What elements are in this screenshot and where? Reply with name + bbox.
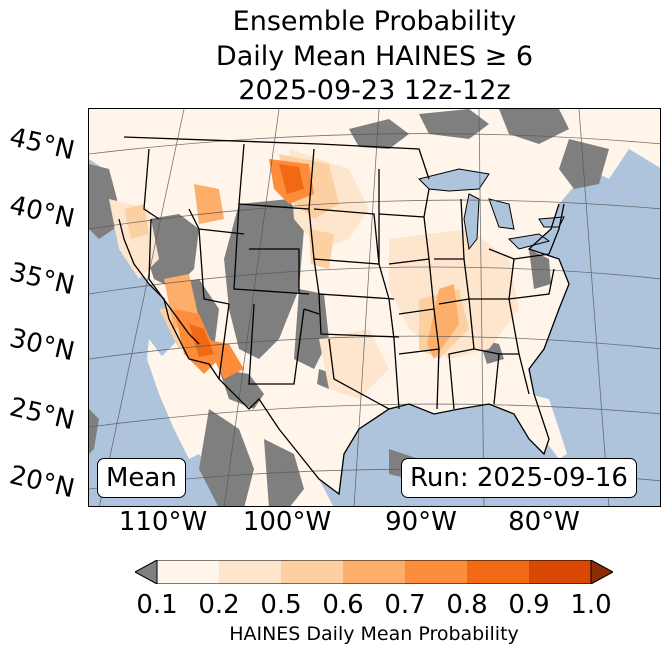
borders [118, 136, 570, 496]
colorbar-tick-3: 0.6 [322, 590, 364, 620]
graticule [89, 109, 660, 506]
lon-label-80: 80°W [508, 507, 580, 537]
great-lakes [418, 168, 565, 251]
colorbar-cell-2 [281, 560, 344, 584]
map-title-line-1: Ensemble Probability [232, 6, 517, 37]
colorbar [135, 560, 613, 584]
below-threshold-regions [89, 109, 609, 506]
colorbar-tick-6: 0.9 [508, 590, 550, 620]
colorbar-under-triangle [135, 560, 158, 584]
colorbar-tick-5: 0.8 [446, 590, 488, 620]
colorbar-tick-2: 0.5 [260, 590, 302, 620]
lat-label-25: 25°N [6, 392, 78, 437]
map-title-line-3: 2025-09-23 12z-12z [238, 75, 511, 106]
baja-land [147, 339, 199, 459]
colorbar-cell-5 [467, 560, 530, 584]
colorbar-tick-0: 0.1 [136, 590, 178, 620]
map-panel [88, 108, 661, 507]
lat-label-30: 30°N [6, 323, 78, 368]
map-title-line-2: Daily Mean HAINES ≥ 6 [215, 41, 534, 72]
colorbar-label: HAINES Daily Mean Probability [229, 623, 519, 645]
florida-land [529, 394, 567, 459]
colorbar-tick-4: 0.7 [384, 590, 426, 620]
run-date-box: Run: 2025-09-16 [401, 458, 637, 498]
colorbar-over-triangle [590, 560, 613, 584]
colorbar-cell-3 [343, 560, 406, 584]
prob-0.8-0.9 [189, 164, 304, 357]
colorbar-tick-1: 0.2 [198, 590, 240, 620]
colorbar-cell-6 [529, 560, 592, 584]
mean-label-box: Mean [97, 458, 186, 498]
lat-label-45: 45°N [6, 122, 78, 167]
colorbar-cell-0 [157, 560, 220, 584]
lon-label-110: 110°W [118, 507, 208, 537]
lon-label-90: 90°W [385, 507, 457, 537]
colorbar-tick-7: 1.0 [570, 590, 612, 620]
lat-label-35: 35°N [6, 257, 78, 302]
lat-label-40: 40°N [6, 190, 78, 235]
lon-label-100: 100°W [242, 507, 332, 537]
lat-label-20: 20°N [6, 460, 78, 505]
colorbar-cell-4 [405, 560, 468, 584]
map-canvas [89, 109, 660, 506]
colorbar-cell-1 [219, 560, 282, 584]
land-area [89, 109, 660, 494]
